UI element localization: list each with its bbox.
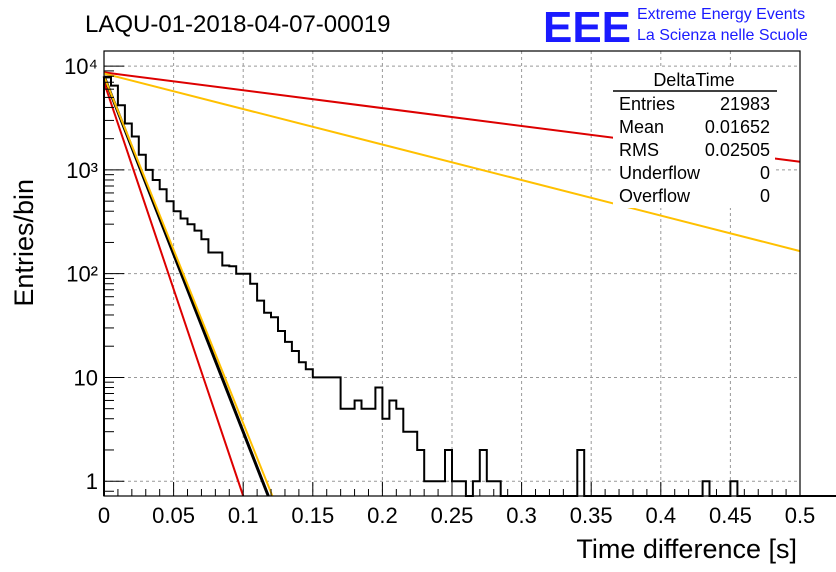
x-tick-label: 0.05 <box>152 503 195 528</box>
tick-labels: 0 0.05 0.1 0.15 0.2 0.25 0.3 0.35 0.4 0.45 0.5 1 10 1… <box>64 54 815 528</box>
stats-value: 0 <box>760 163 770 183</box>
x-tick-label: 0.1 <box>228 503 259 528</box>
x-axis-title: Time difference [s] <box>576 534 797 564</box>
stats-label: Underflow <box>619 163 701 183</box>
stats-label: RMS <box>619 140 659 160</box>
x-tick-label: 0.15 <box>291 503 334 528</box>
y-tick-label: 10³ <box>66 158 98 183</box>
logo-line2: La Scienza nelle Scuole <box>637 27 808 44</box>
stats-label: Mean <box>619 117 664 137</box>
stats-value: 0 <box>760 186 770 206</box>
x-tick-label: 0.45 <box>709 503 752 528</box>
fit-curve-2 <box>103 75 274 497</box>
x-tick-label: 0.3 <box>506 503 537 528</box>
histogram-line <box>103 76 836 497</box>
x-tick-label: 0.25 <box>431 503 474 528</box>
x-tick-label: 0.5 <box>785 503 816 528</box>
y-tick-label: 1 <box>86 469 98 494</box>
x-tick-label: 0.2 <box>367 503 398 528</box>
stats-rows: Entries 21983 Mean 0.01652 RMS 0.02505Underfl… <box>619 94 770 206</box>
logo-mark: EEE <box>543 3 631 52</box>
stats-value: 21983 <box>720 94 770 114</box>
histogram <box>103 76 836 497</box>
stats-value: 0.01652 <box>705 117 770 137</box>
x-tick-label: 0.35 <box>570 503 613 528</box>
fit-curve-4 <box>103 72 801 253</box>
x-tick-label: 0.4 <box>646 503 677 528</box>
stats-box: DeltaTime Entries 21983 Mean 0.01652 RMS 0.02… <box>613 68 777 208</box>
stats-value: 0.02505 <box>705 140 770 160</box>
y-axis-title: Entries/bin <box>9 179 39 307</box>
axis-ticks <box>103 65 801 496</box>
y-tick-label: 10 <box>74 365 98 390</box>
stats-box-title: DeltaTime <box>653 70 734 90</box>
stats-label: Entries <box>619 94 675 114</box>
y-tick-label: 10² <box>66 262 98 287</box>
y-tick-label: 10⁴ <box>64 54 98 79</box>
chart-title: LAQU-01-2018-04-07-00019 <box>85 11 391 38</box>
x-tick-label: 0 <box>98 503 110 528</box>
fit-curve-1 <box>103 81 245 497</box>
stats-label: Overflow <box>619 186 691 206</box>
logo-line1: Extreme Energy Events <box>637 6 805 23</box>
eee-logo: EEE Extreme Energy Events La Scienza nel… <box>543 3 808 52</box>
